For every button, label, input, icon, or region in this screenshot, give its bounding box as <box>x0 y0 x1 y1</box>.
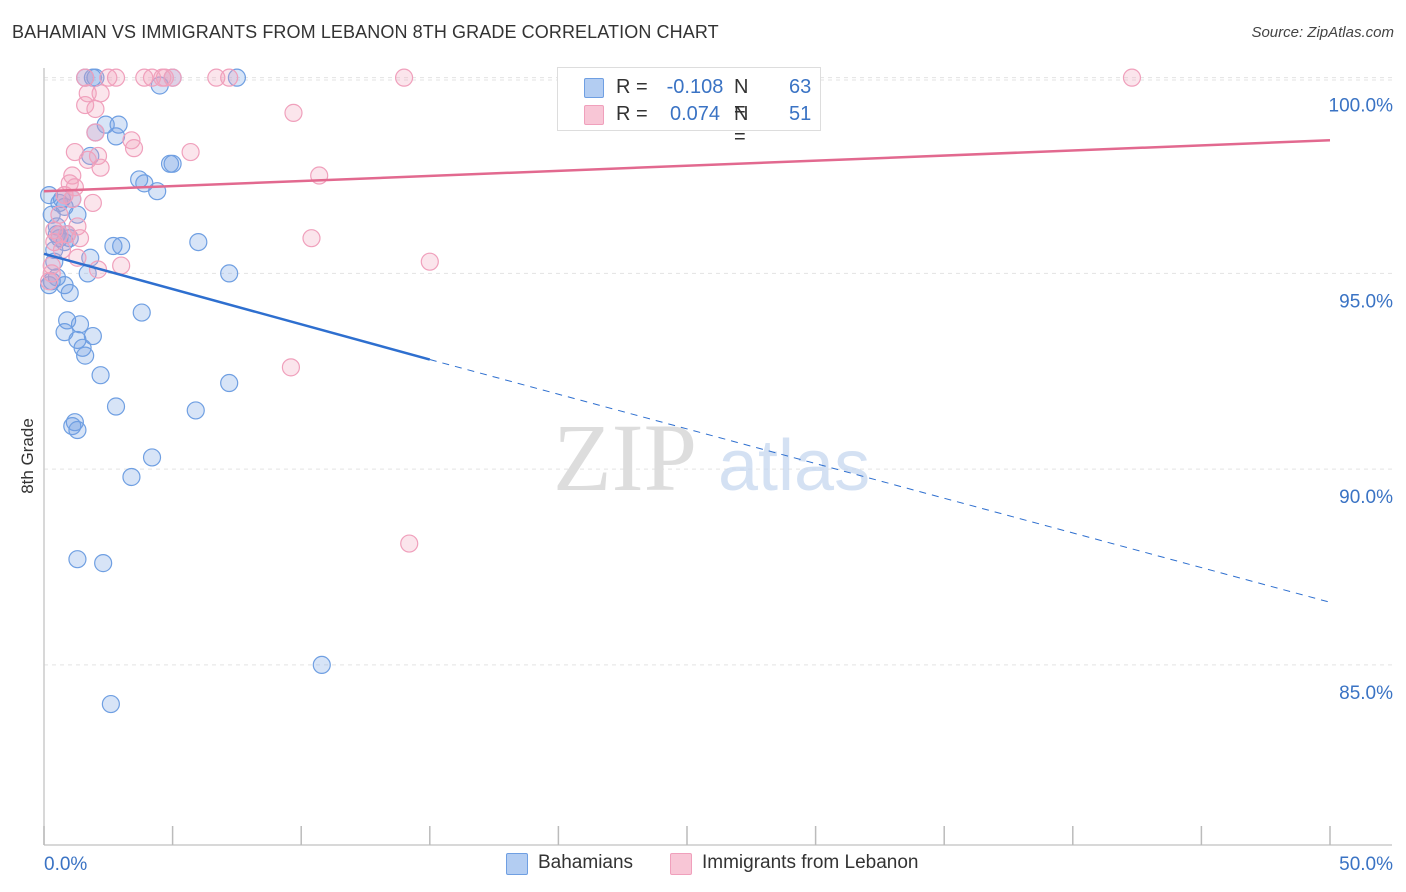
lebanon-point <box>45 232 64 252</box>
bahamians-point <box>112 236 131 256</box>
bahamians-points <box>40 68 331 714</box>
y-tick-label: 90.0% <box>1339 487 1393 508</box>
y-tick-label: 85.0% <box>1339 683 1393 704</box>
lebanon-point <box>1122 68 1142 87</box>
lebanon-point <box>394 68 414 87</box>
bahamians-point <box>220 373 239 393</box>
lebanon-point <box>86 123 105 142</box>
y-tick-labels: 100.0% 95.0% 90.0% 85.0% <box>1329 96 1394 704</box>
legend-r-value: 0.074 <box>669 103 721 125</box>
lebanon-point <box>220 68 239 87</box>
lebanon-point <box>207 68 226 87</box>
lebanon-point <box>50 205 69 224</box>
bahamians-point <box>109 115 128 134</box>
bahamians-point <box>142 448 162 467</box>
bahamians-point <box>91 366 110 385</box>
legend-swatch-lebanon <box>670 853 692 875</box>
lebanon-point <box>400 534 419 553</box>
lebanon-point <box>91 84 110 103</box>
lebanon-point <box>83 193 102 213</box>
bahamians-point <box>189 232 208 252</box>
legend-swatch-bahamians <box>584 78 604 98</box>
lebanon-point <box>281 358 301 377</box>
bahamians-point <box>40 276 59 295</box>
bahamians-point <box>42 205 61 224</box>
lebanon-point <box>76 68 95 87</box>
bahamians-point <box>104 236 123 256</box>
legend-r-label: R = <box>616 103 648 125</box>
lebanon-point <box>78 84 97 103</box>
x-tick-label: 50.0% <box>1339 854 1393 875</box>
legend-r-value: -0.108 <box>666 76 724 98</box>
bahamians-point <box>227 68 246 87</box>
legend-n-value: 63 <box>789 76 812 98</box>
legend-n-label: N = <box>734 103 749 148</box>
legend-r-label: R = <box>616 76 648 98</box>
lebanon-point <box>40 272 59 291</box>
bahamians-point <box>132 303 151 322</box>
bahamians-trend-line <box>43 252 431 361</box>
y-tick-label: 100.0% <box>1329 96 1394 117</box>
bahamians-point <box>186 401 205 420</box>
lebanon-point <box>135 68 154 87</box>
lebanon-point <box>112 256 131 275</box>
lebanon-point <box>106 68 126 87</box>
watermark-zip: ZIP <box>553 404 697 511</box>
legend-swatch-lebanon <box>584 105 604 125</box>
source-label: Source: ZipAtlas.com <box>1251 24 1394 41</box>
lebanon-point <box>142 68 162 87</box>
lebanon-point <box>181 142 200 162</box>
bahamians-point <box>106 397 126 416</box>
bahamians-point <box>70 315 90 334</box>
bahamians-point <box>76 346 95 365</box>
bahamians-point <box>68 420 87 440</box>
legend-label-bahamians: Bahamians <box>538 852 634 873</box>
lebanon-point <box>124 139 144 158</box>
legend-swatch-bahamians <box>506 853 528 875</box>
lebanon-point <box>86 99 105 119</box>
bahamians-point <box>94 554 113 573</box>
lebanon-point <box>284 103 303 122</box>
y-tick-label: 95.0% <box>1339 291 1393 312</box>
watermark-atlas: atlas <box>718 426 870 506</box>
legend-n-label: N = <box>734 76 749 121</box>
bahamians-point <box>220 264 239 283</box>
bahamians-point <box>122 467 141 487</box>
lebanon-point <box>76 95 95 115</box>
bahamians-point <box>83 326 102 346</box>
lebanon-point <box>163 68 182 87</box>
lebanon-point <box>155 68 174 87</box>
x-tick-labels: 0.0% 50.0% <box>44 854 1393 875</box>
bahamians-point <box>163 154 182 173</box>
bahamians-point <box>60 283 79 303</box>
lebanon-point <box>99 68 118 87</box>
bahamians-point <box>106 127 126 146</box>
correlation-legend: R = -0.108 N = 63 R = 0.074 N = 51 <box>557 67 821 148</box>
legend-n-value: 51 <box>789 103 812 125</box>
lebanon-point <box>91 158 110 177</box>
lebanon-point <box>302 229 321 248</box>
bahamians-point <box>101 694 120 714</box>
x-tick-label: 0.0% <box>44 854 87 875</box>
lebanon-point <box>420 252 439 271</box>
chart-title: BAHAMIAN VS IMMIGRANTS FROM LEBANON 8TH … <box>12 22 719 42</box>
bahamians-point <box>68 550 87 569</box>
lebanon-points <box>40 68 1142 553</box>
axes <box>43 68 1392 846</box>
bahamians-point <box>312 655 331 675</box>
legend-label-lebanon: Immigrants from Lebanon <box>702 852 919 873</box>
lebanon-point <box>70 229 90 248</box>
trend-lines <box>43 139 1331 603</box>
lebanon-point <box>88 146 108 166</box>
lebanon-trend-line <box>43 139 1331 193</box>
